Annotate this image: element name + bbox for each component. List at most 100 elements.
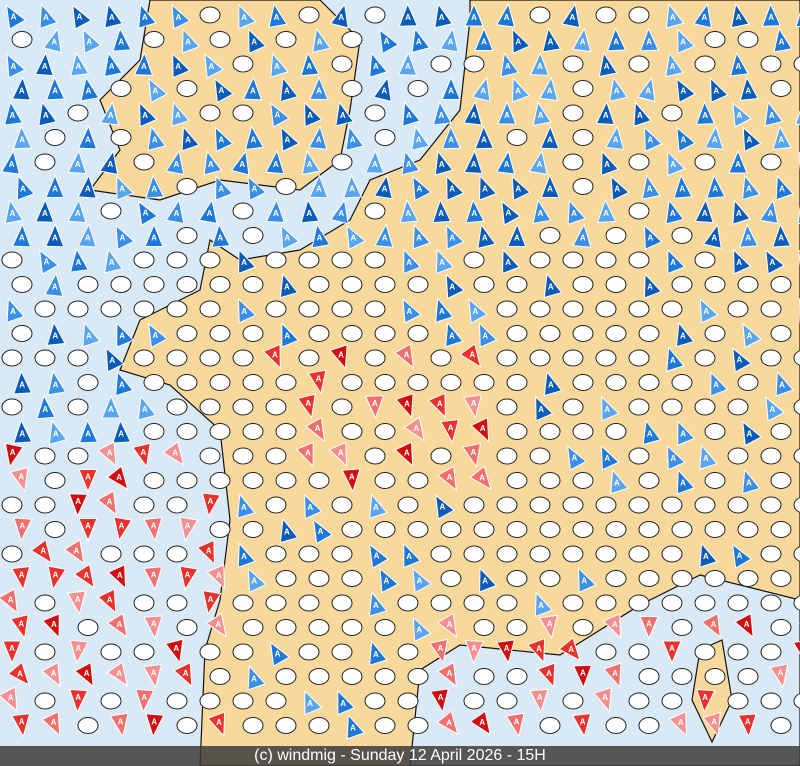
wind-arrow-letter: A [448, 136, 454, 145]
wind-arrow-shape [143, 566, 163, 591]
wind-arrow-shape [39, 3, 58, 30]
wind-arrow-shape [603, 662, 622, 689]
wind-arrow-shape [445, 273, 465, 300]
wind-arrow-shape [11, 76, 32, 101]
wind-arrow-letter: A [86, 37, 92, 46]
calm-marker [265, 496, 287, 514]
wind-arrow: A [665, 199, 685, 225]
calm-marker [232, 692, 254, 710]
wind-arrow-shape [394, 441, 414, 468]
wind-arrow-shape [677, 28, 696, 54]
calm-marker [133, 496, 155, 514]
wind-arrow-letter: A [735, 62, 741, 71]
wind-arrow-letter: A [10, 209, 16, 218]
wind-arrow-shape [171, 101, 190, 127]
wind-arrow: A [77, 223, 97, 248]
wind-arrow: A [500, 52, 520, 78]
wind-arrow-shape [106, 612, 128, 638]
wind-arrow-letter: A [239, 160, 245, 169]
wind-arrow-letter: A [383, 576, 389, 585]
wind-arrow-shape [47, 565, 67, 591]
calm-marker [605, 521, 627, 538]
wind-arrow: A [567, 199, 586, 226]
wind-arrow-shape [641, 174, 661, 200]
wind-arrow: A [304, 416, 325, 443]
wind-arrow-shape [13, 517, 33, 542]
wind-arrow-shape [435, 297, 454, 323]
calm-marker [605, 325, 627, 342]
wind-arrow: A [0, 588, 18, 614]
wind-arrow-letter: A [42, 209, 48, 218]
wind-arrow-letter: A [74, 547, 80, 556]
wind-arrow-letter: A [153, 331, 159, 340]
calm-marker [463, 692, 485, 710]
calm-marker [374, 717, 396, 734]
wind-arrow-letter: A [241, 258, 247, 267]
calm-marker [275, 570, 297, 587]
wind-arrow-letter: A [316, 185, 322, 194]
wind-arrow-shape [471, 76, 491, 103]
wind-arrow: A [202, 590, 222, 616]
calm-marker [298, 6, 320, 24]
wind-arrow-shape [45, 174, 65, 199]
calm-marker [628, 349, 650, 367]
wind-arrow-letter: A [538, 209, 544, 218]
calm-marker [275, 31, 297, 48]
wind-arrow: A [436, 661, 457, 688]
calm-marker [628, 594, 650, 612]
wind-arrow-shape [676, 126, 696, 153]
calm-marker [770, 80, 792, 97]
wind-arrow-shape [728, 149, 748, 174]
wind-arrow-shape [311, 223, 331, 249]
wind-arrow: A [742, 420, 763, 447]
wind-arrow-letter: A [769, 111, 775, 120]
wind-arrow-letter: A [670, 13, 676, 22]
wind-arrow-letter: A [118, 718, 124, 727]
wind-arrow-letter: A [384, 37, 390, 46]
wind-arrow: A [429, 688, 450, 714]
wind-arrow-shape [699, 444, 718, 470]
wind-arrow: A [479, 567, 498, 593]
wind-arrow-letter: A [613, 38, 619, 47]
wind-arrow-shape [742, 322, 762, 349]
calm-marker [737, 276, 759, 293]
wind-arrow: A [699, 297, 719, 324]
wind-arrow-letter: A [637, 111, 643, 120]
calm-marker [727, 398, 749, 416]
wind-arrow: A [106, 465, 129, 491]
wind-arrow-letter: A [51, 620, 57, 629]
wind-arrow-letter: A [504, 13, 510, 22]
wind-arrow: A [411, 27, 431, 54]
wind-arrow-shape [205, 612, 227, 638]
wind-arrow: A [633, 101, 652, 127]
wind-arrow-letter: A [284, 86, 290, 95]
wind-arrow-letter: A [75, 160, 81, 169]
wind-arrow-letter: A [317, 38, 323, 47]
wind-arrow-shape [346, 713, 366, 740]
wind-arrow-letter: A [711, 718, 717, 727]
wind-arrow: A [446, 175, 465, 201]
calm-marker [562, 300, 584, 318]
wind-arrow: A [115, 370, 134, 397]
wind-arrow-letter: A [251, 674, 257, 683]
calm-marker [176, 325, 198, 342]
calm-marker [364, 692, 386, 710]
wind-arrow: A [593, 687, 612, 713]
wind-arrow-letter: A [471, 13, 477, 22]
wind-arrow-shape [230, 150, 250, 176]
wind-arrow-shape [677, 420, 696, 446]
wind-arrow-letter: A [51, 38, 57, 47]
wind-arrow: A [439, 418, 460, 444]
wind-arrow: A [643, 272, 663, 299]
calm-marker [34, 643, 56, 661]
calm-marker [572, 521, 594, 538]
wind-arrow: A [478, 322, 498, 348]
wind-arrow-shape [639, 27, 660, 52]
wind-arrow-letter: A [216, 571, 222, 580]
calm-marker [100, 643, 122, 661]
calm-marker [100, 202, 122, 220]
wind-arrow-letter: A [702, 111, 708, 120]
calm-marker [341, 668, 363, 685]
wind-arrow: A [308, 174, 329, 199]
calm-marker [463, 496, 485, 514]
